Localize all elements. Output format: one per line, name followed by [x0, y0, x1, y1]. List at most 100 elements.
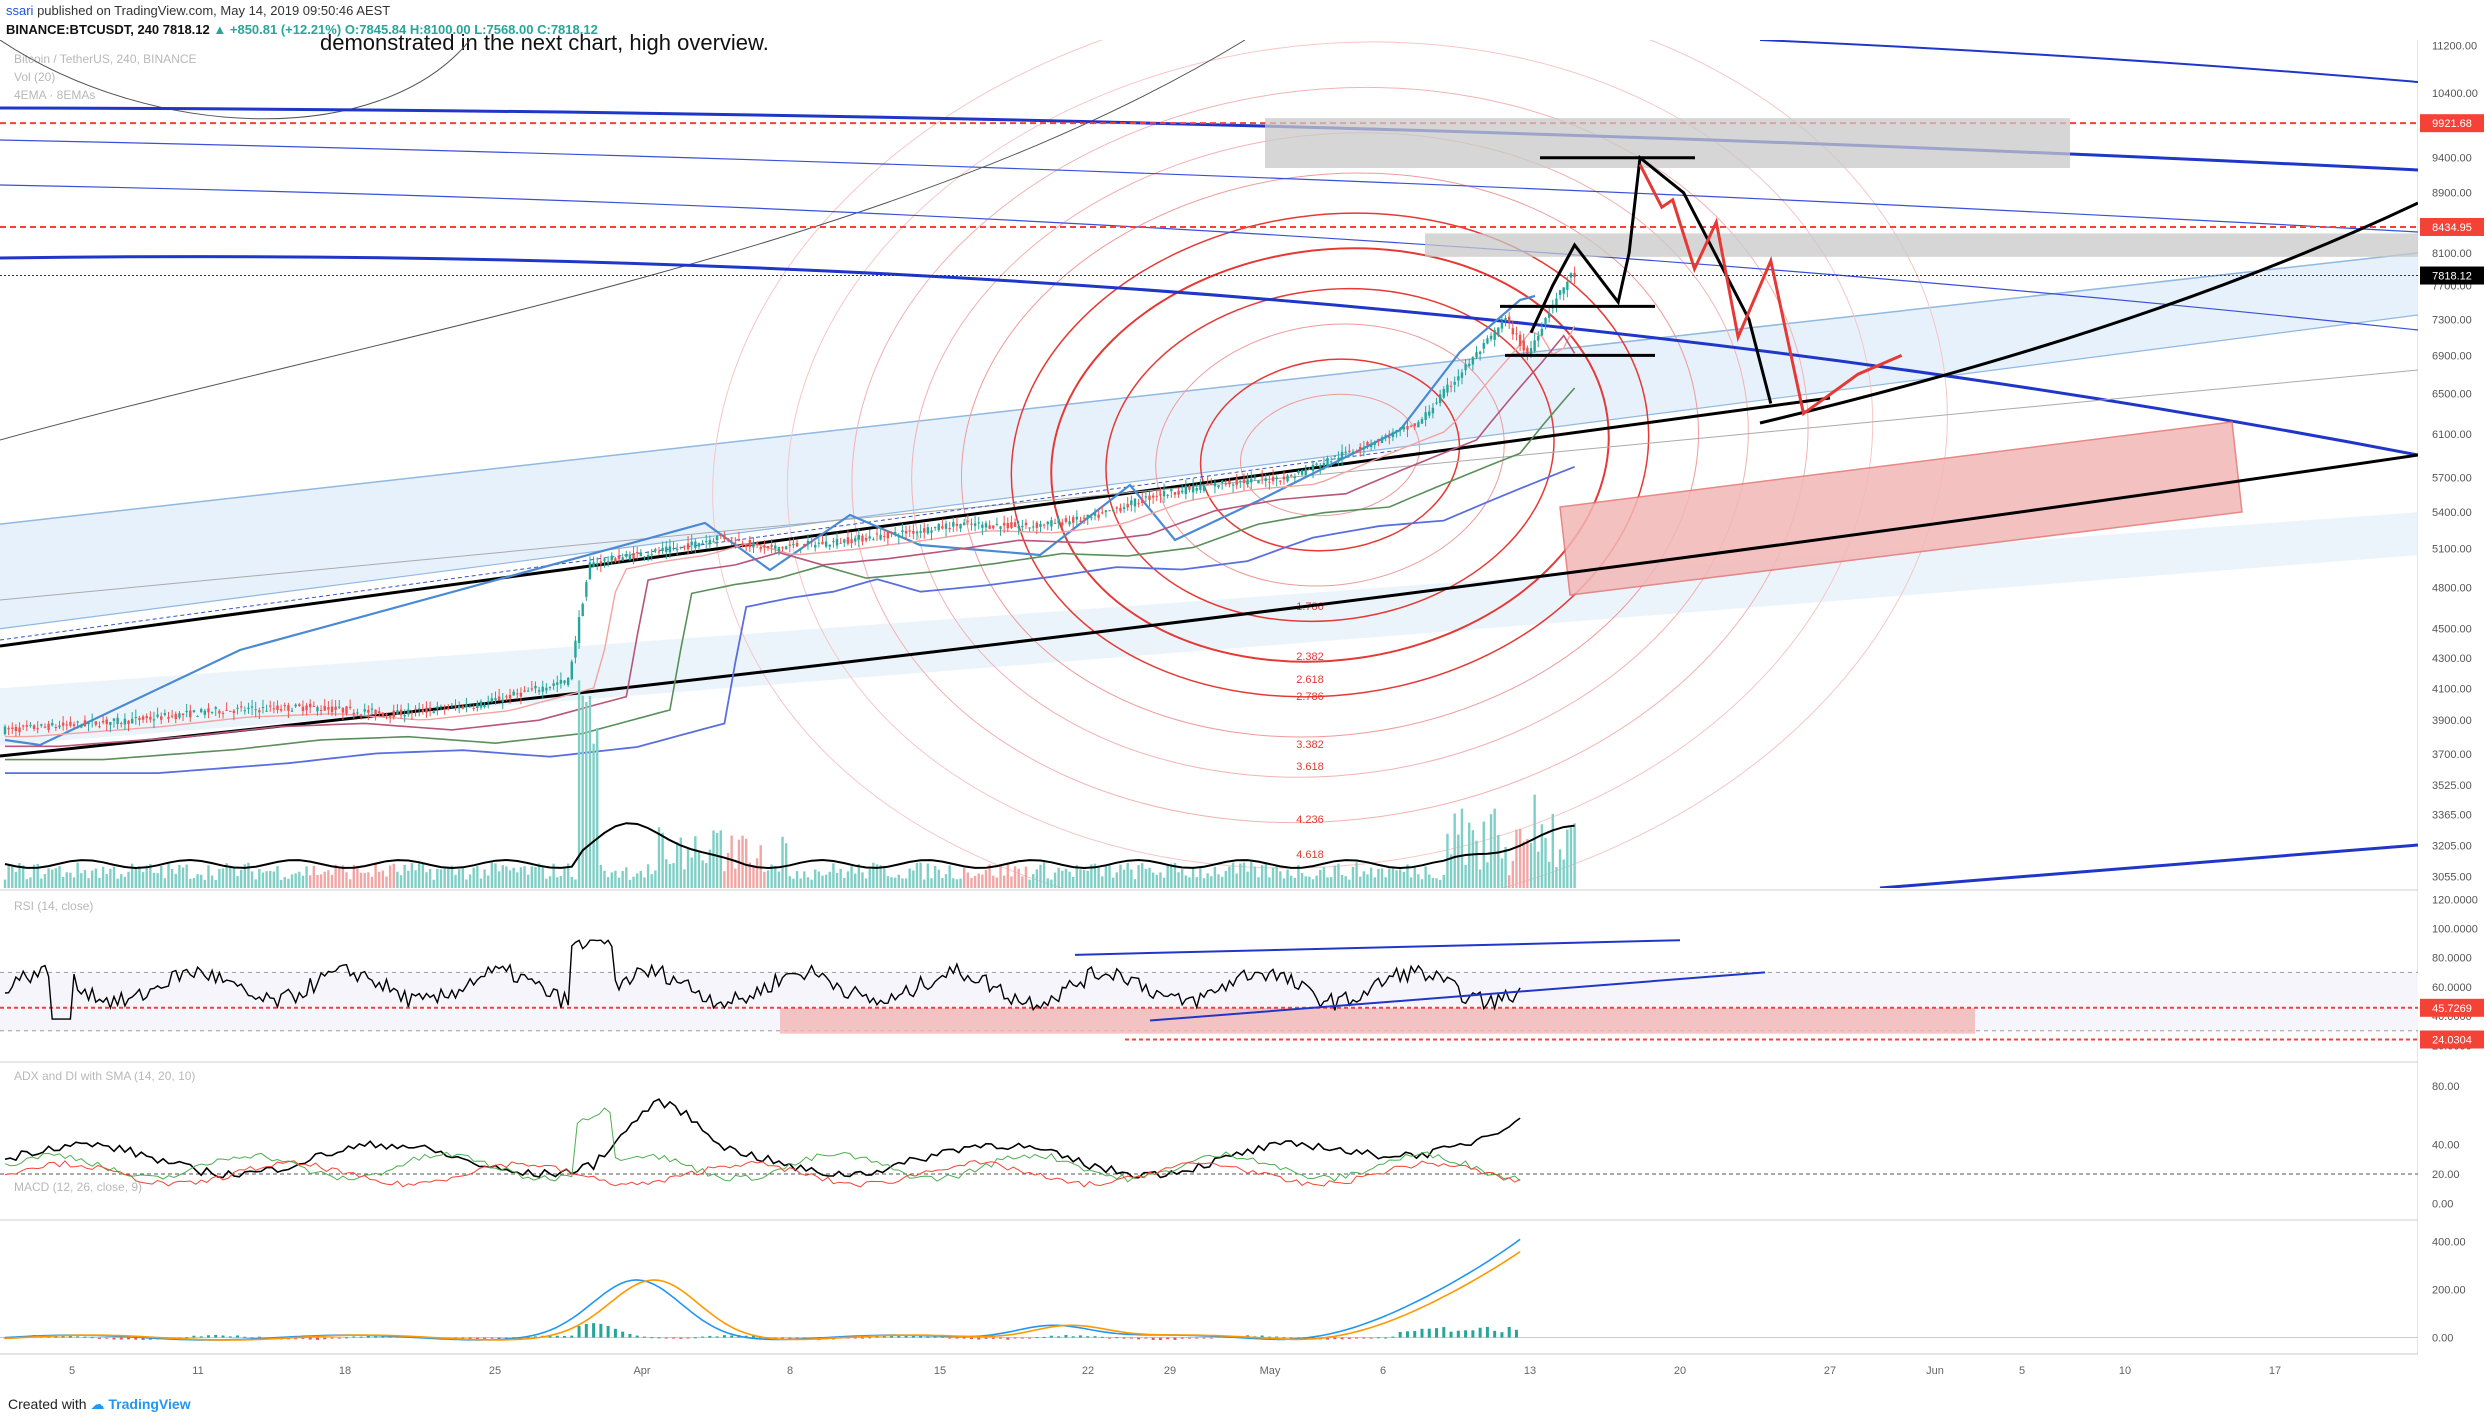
macd-histogram-bar: [940, 1336, 944, 1338]
macd-histogram-bar: [955, 1337, 959, 1339]
author-name[interactable]: ssari: [6, 3, 34, 18]
candle-body: [835, 538, 839, 546]
volume-bar: [1173, 862, 1177, 888]
macd-histogram-bar: [1384, 1337, 1388, 1339]
volume-bar: [1021, 876, 1024, 888]
candle-body: [1413, 423, 1416, 427]
macd-histogram-bar: [1442, 1327, 1446, 1338]
macd-histogram-bar: [1078, 1335, 1082, 1338]
time-tick-label: 5: [2019, 1365, 2025, 1377]
volume-bar: [494, 863, 497, 888]
grey-resistance-zone: [1265, 118, 2070, 168]
legend-main[interactable]: Bitcoin / TetherUS, 240, BINANCE: [14, 52, 197, 66]
candle-body: [850, 539, 853, 544]
volume-bar: [1002, 875, 1006, 888]
candle-body: [1290, 475, 1293, 477]
candle-body: [745, 544, 748, 548]
candle-body: [675, 549, 679, 551]
candle-body: [1133, 498, 1137, 507]
legend-rsi[interactable]: RSI (14, close): [14, 899, 94, 913]
candle-body: [290, 710, 294, 712]
candle-body: [1500, 321, 1504, 329]
candle-body: [174, 713, 177, 719]
candle-body: [243, 710, 246, 712]
time-axis[interactable]: 5 11 18 25 Apr 8 15 22 29 May 6 13 20 27 Jun 5 10 17: [0, 1353, 2418, 1377]
macd-histogram-bar: [621, 1331, 625, 1338]
volume-bar: [875, 864, 879, 888]
dashed-blue-trendline: [0, 449, 1401, 641]
adx-panel[interactable]: [0, 1098, 2418, 1188]
macd-histogram-bar: [1369, 1337, 1373, 1339]
volume-bar: [897, 874, 900, 888]
candle-body: [363, 709, 366, 712]
price-axis[interactable]: 11200.0010400.009900.009400.008900.00850…: [2418, 0, 2486, 1354]
candle-body: [189, 710, 192, 718]
macd-histogram-bar: [206, 1335, 210, 1338]
candle-body: [239, 706, 243, 708]
volume-bar: [330, 874, 334, 888]
volume-bar: [1290, 875, 1293, 888]
volume-bar: [338, 867, 341, 888]
candle-body: [705, 541, 708, 543]
volume-bar: [952, 878, 955, 888]
signal-line: [4, 1250, 1521, 1341]
tradingview-brand[interactable]: TradingView: [108, 1396, 191, 1412]
candle-body: [1493, 330, 1496, 340]
candle-body: [1082, 517, 1086, 519]
volume-bar: [636, 873, 639, 888]
volume-bar: [966, 872, 970, 888]
legend-vol[interactable]: Vol (20): [14, 70, 56, 84]
volume-bar: [123, 876, 127, 888]
rsi-panel[interactable]: [0, 939, 2418, 1041]
macd-histogram-bar: [1158, 1337, 1162, 1341]
macd-histogram-bar: [1093, 1336, 1097, 1338]
candle-body: [218, 710, 221, 714]
macd-panel[interactable]: [0, 1238, 2418, 1341]
volume-bar: [1206, 873, 1209, 888]
candle-body: [1264, 478, 1267, 482]
volume-bar: [174, 873, 177, 888]
volume-bar: [1569, 827, 1573, 888]
volume-bar: [443, 868, 446, 888]
price-tick-label: 3205.00: [2432, 841, 2472, 853]
candle-body: [872, 539, 875, 541]
price-tick-label: 6500.00: [2432, 389, 2472, 401]
candle-body: [287, 705, 290, 711]
adx-line: [4, 1098, 1521, 1179]
macd-histogram-bar: [301, 1337, 305, 1339]
volume-bar: [1151, 872, 1155, 888]
candle-body: [1562, 287, 1565, 294]
macd-histogram-bar: [381, 1336, 385, 1338]
volume-bar: [995, 877, 999, 888]
candle-body: [1053, 522, 1057, 524]
macd-tick-label: 400.00: [2432, 1236, 2466, 1248]
candle-body: [54, 727, 58, 729]
candle-body: [1566, 281, 1569, 290]
candle-body: [861, 535, 864, 542]
macd-histogram-bar: [563, 1336, 567, 1338]
macd-histogram-bar: [1289, 1337, 1293, 1339]
candle-body: [937, 523, 940, 531]
legend-adx[interactable]: ADX and DI with SMA (14, 20, 10): [14, 1069, 196, 1083]
volume-bar: [399, 875, 403, 888]
volume-bar: [479, 878, 483, 888]
volume-bar: [497, 871, 501, 888]
ema-line: [5, 465, 1575, 774]
volume-bar: [1057, 867, 1060, 888]
volume-bar: [1217, 874, 1220, 888]
candle-body: [690, 541, 693, 546]
volume-bar: [11, 866, 14, 888]
legend-ema[interactable]: 4EMA · 8EMAs: [14, 88, 96, 102]
volume-bar: [512, 867, 515, 888]
publish-info: ssari published on TradingView.com, May …: [6, 3, 390, 18]
legend-macd[interactable]: MACD (12, 26, close, 9): [14, 1180, 143, 1194]
candle-body: [1122, 507, 1126, 509]
volume-bar: [795, 871, 799, 888]
volume-bar: [1453, 813, 1456, 888]
volume-bar: [1369, 867, 1373, 888]
candle-body: [134, 717, 137, 719]
volume-bar: [1126, 862, 1129, 888]
volume-bar: [1271, 867, 1275, 888]
